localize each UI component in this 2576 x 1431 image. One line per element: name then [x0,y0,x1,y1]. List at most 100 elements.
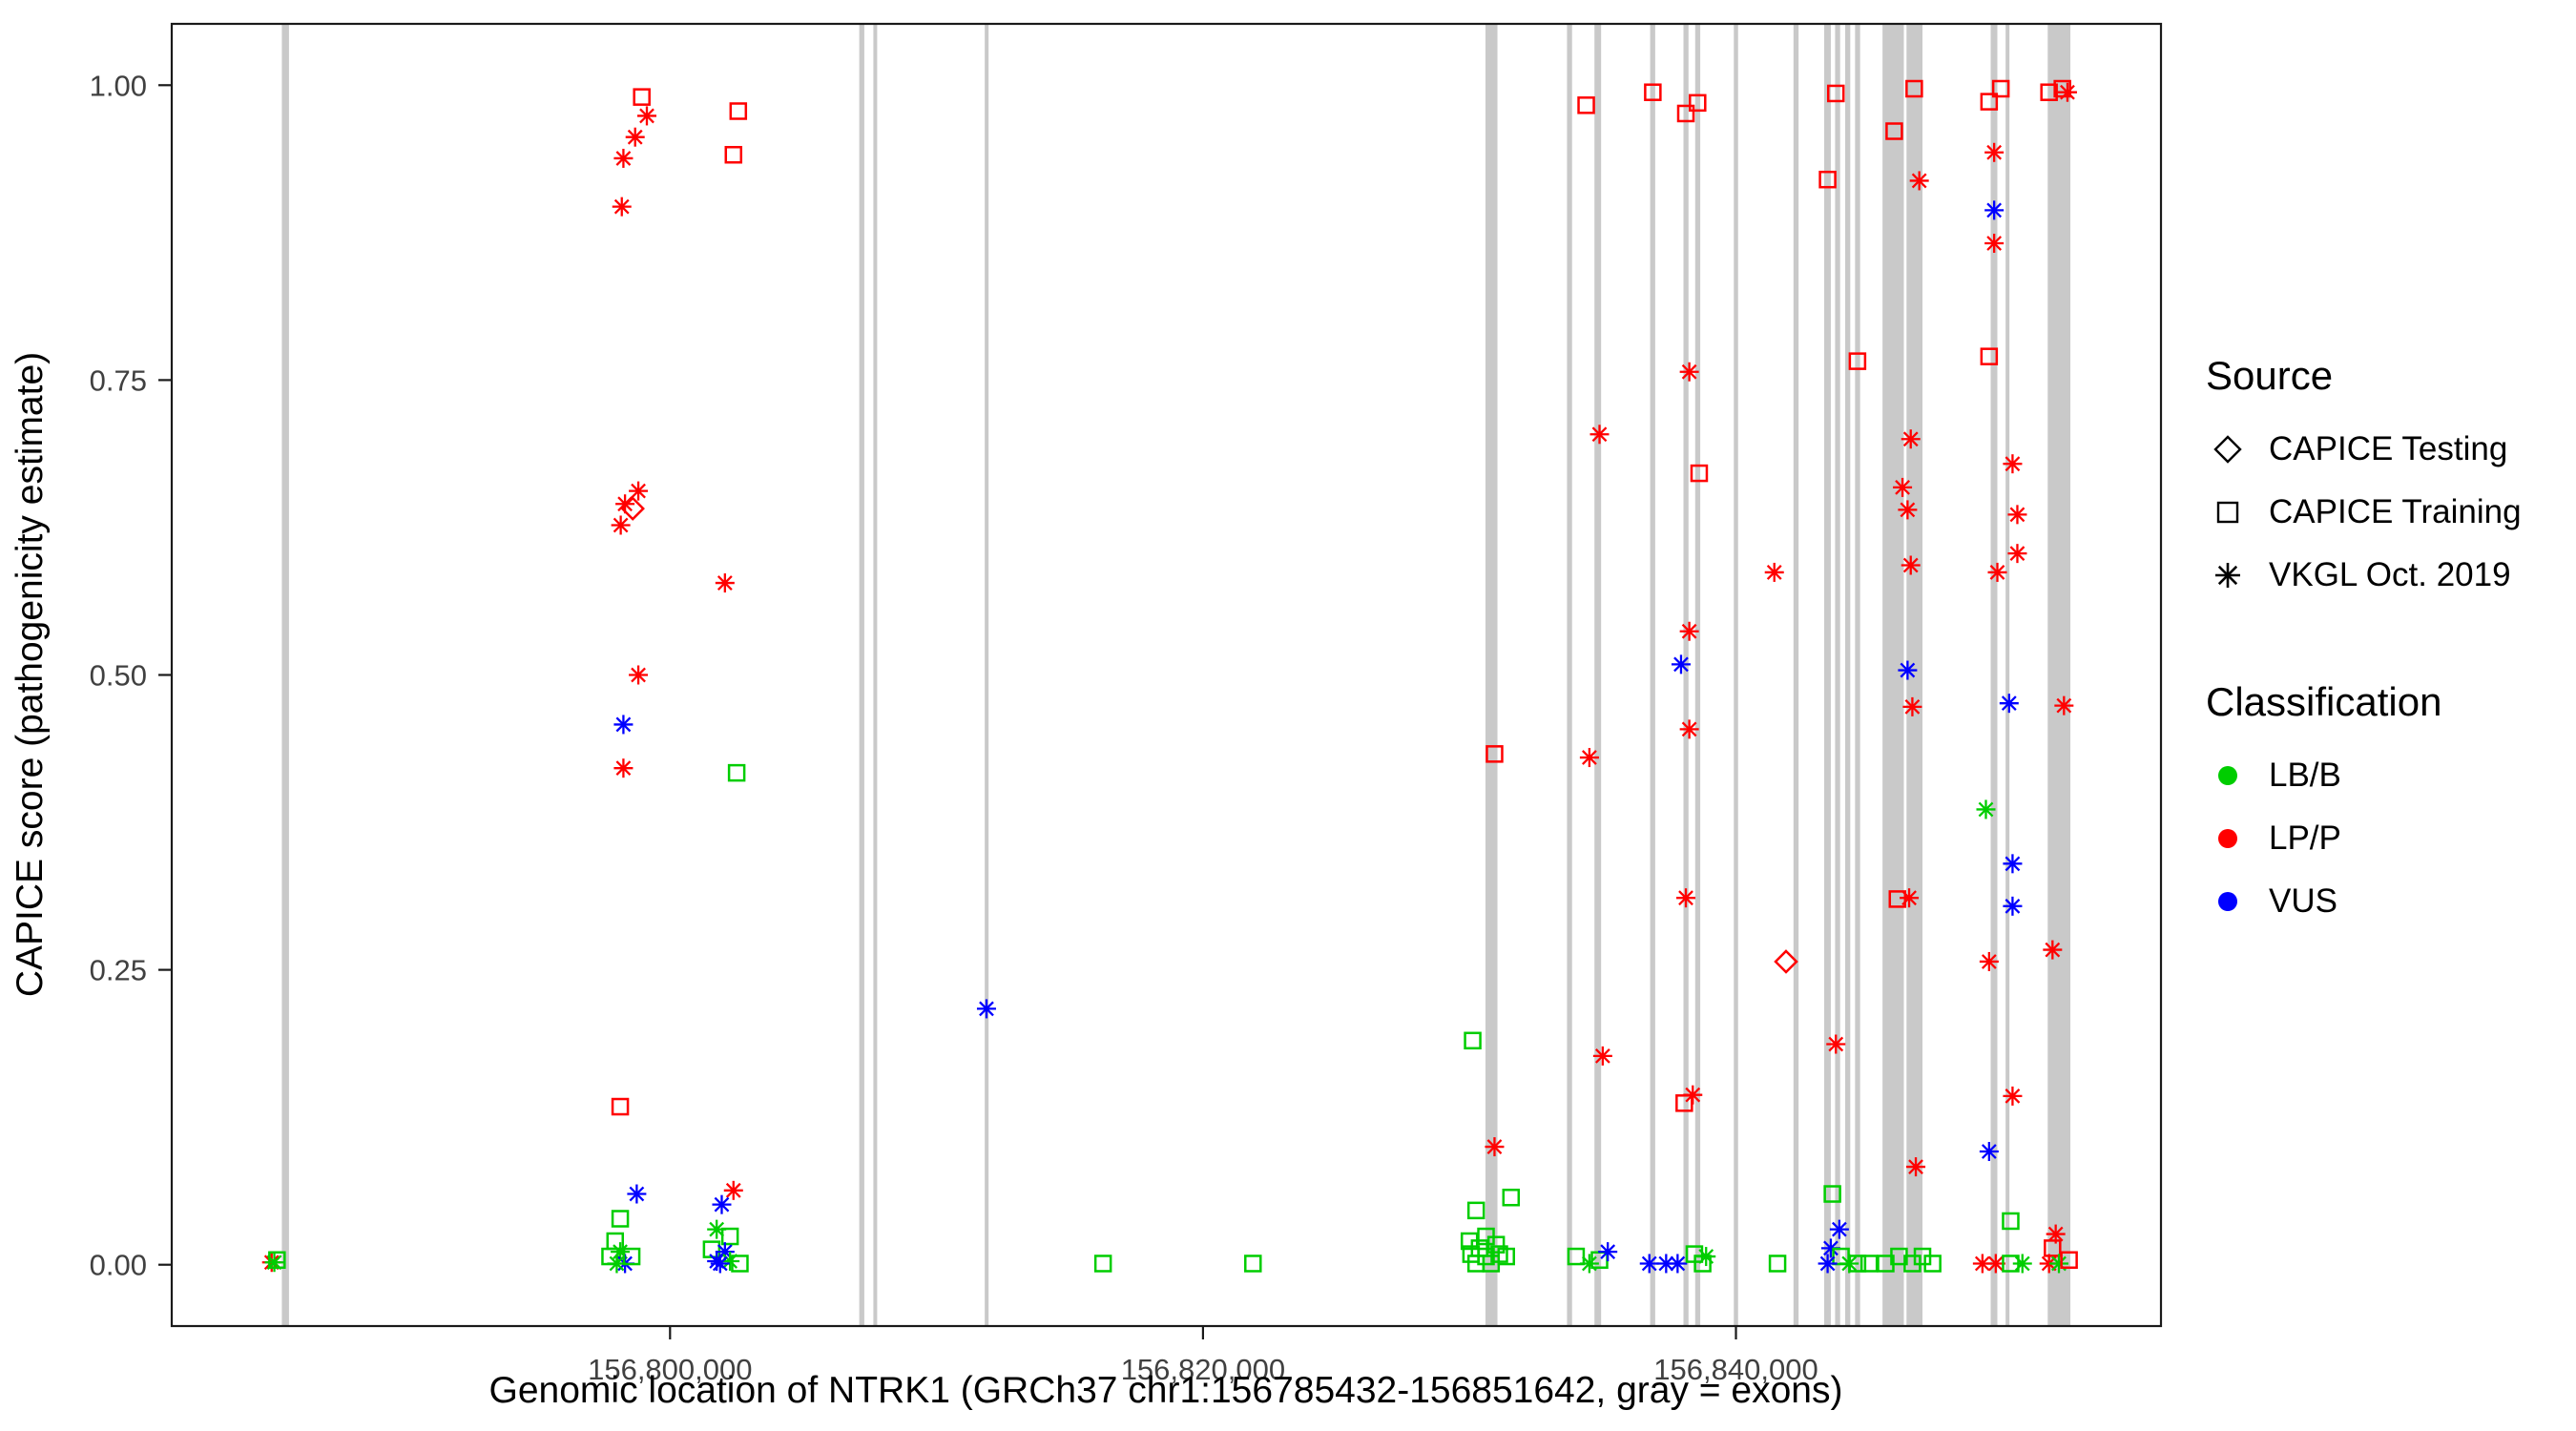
legend-item-label: CAPICE Training [2269,493,2522,530]
data-point [1848,352,1867,370]
data-point [1485,745,1504,763]
data-point [1901,555,1921,575]
green-dot-icon [2218,766,2237,785]
data-point [1826,1034,1846,1054]
exon-bar [1594,25,1602,1325]
exon-bar [1734,25,1738,1325]
data-point [1893,477,1913,497]
data-point [1579,1254,1599,1274]
exon-bar [281,25,289,1325]
data-points-layer [261,79,2078,1274]
data-point [720,1227,739,1246]
y-tick-label: 0.25 [90,954,147,987]
legend-section-source: Source CAPICE Testing CAPICE Training [2206,353,2522,597]
data-point [1991,79,2010,98]
y-tick-label: 0.50 [90,659,147,693]
data-point [613,758,634,778]
data-point [615,494,635,514]
exon-bar [1485,25,1498,1325]
data-point [2007,544,2027,564]
legend-item-capice-testing: CAPICE Testing [2206,427,2522,471]
data-point [1774,949,1798,974]
x-tick-label: 156,800,000 [588,1353,752,1386]
data-point [1675,1094,1693,1112]
data-point [1579,748,1599,768]
data-point [268,1251,286,1270]
panel-border [170,22,2163,1328]
legend-item-vus: VUS [2206,880,2522,923]
data-point [1671,654,1691,674]
data-point [1898,660,1918,680]
data-point [1486,1235,1506,1254]
data-point [1979,1142,1999,1162]
data-point [1592,1046,1612,1066]
data-point [1093,1255,1112,1273]
data-point [1999,694,2019,714]
asterisk-icon [2215,563,2240,588]
data-point [2043,940,2063,960]
diamond-icon [2213,435,2242,464]
legend-item-lpp: LP/P [2206,817,2522,861]
data-point [629,481,649,501]
exon-bar [873,25,878,1325]
data-point [2057,82,2077,102]
data-point [1598,1242,1618,1262]
data-point [1901,429,1921,449]
data-point [613,148,634,168]
data-point [2044,1239,2062,1257]
data-point [611,515,631,535]
exon-bar [1793,25,1799,1325]
data-point [1464,1031,1482,1050]
data-point [1676,888,1696,908]
legend-item-label: CAPICE Testing [2269,430,2508,467]
data-point [1888,890,1907,908]
data-point [1987,562,2007,582]
x-axis-title: Genomic location of NTRK1 (GRCh37 chr1:1… [489,1370,1843,1411]
legend-item-capice-training: CAPICE Training [2206,490,2522,534]
data-point [1764,562,1784,582]
exon-bar [1845,25,1851,1325]
data-point [1823,1185,1841,1203]
data-point [1905,79,1923,98]
exon-bar [1823,25,1831,1325]
data-point [712,1194,732,1214]
data-point [2012,1254,2032,1274]
y-tick-label: 0.00 [90,1249,147,1282]
data-point [727,763,746,782]
exon-bar [1990,25,1998,1325]
exon-bar [859,25,864,1325]
square-icon [2216,501,2239,524]
data-point [1768,1255,1787,1273]
data-point [723,1180,743,1200]
data-point [2002,1212,2020,1231]
data-point [2003,1086,2023,1106]
data-point [1696,1247,1716,1267]
data-point [1679,362,1699,382]
data-point [729,102,748,120]
data-point [2049,1254,2069,1274]
data-point [1679,719,1699,739]
exon-bar [1855,25,1860,1325]
legend: Source CAPICE Testing CAPICE Training [2206,353,2522,943]
x-tick-label: 156,840,000 [1653,1353,1818,1386]
data-point [1848,1255,1867,1273]
data-point [1679,621,1699,641]
data-point [1826,84,1845,103]
legend-classification-title: Classification [2206,679,2442,724]
data-point [976,999,996,1019]
exon-bars-layer [281,25,2071,1325]
data-point [636,106,656,126]
exon-bar [1650,25,1655,1325]
data-point [1979,951,1999,971]
red-dot-icon [2218,829,2237,848]
exon-bar [1882,25,1904,1325]
exon-bar [985,25,989,1325]
data-point [1689,93,1707,113]
data-point [2003,896,2023,916]
data-point [1466,1201,1485,1220]
blue-dot-icon [2218,892,2237,911]
data-point [1898,500,1918,520]
legend-section-classification: Classification LB/B LP/P VUS [2206,679,2522,923]
data-point [622,1247,641,1266]
data-point [264,1253,284,1273]
